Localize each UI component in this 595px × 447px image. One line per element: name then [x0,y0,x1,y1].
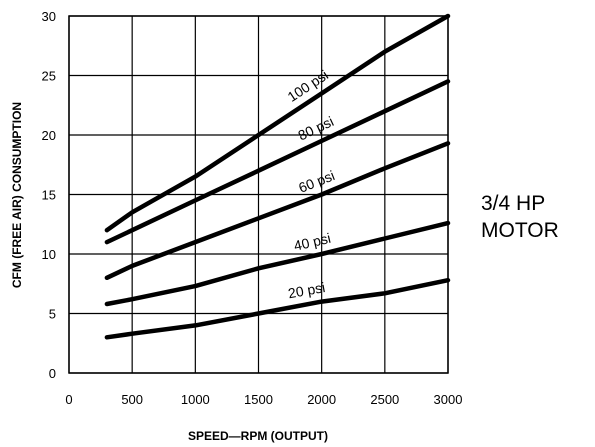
series-line-20-psi [104,277,451,340]
y-tick-label: 25 [42,69,56,84]
y-axis-title: CFM (FREE AIR) CONSUMPTION [10,102,24,288]
x-axis-ticks: 0 500 1000 1500 2000 2500 3000 [65,392,462,407]
motor-label-line1: 3/4 HP [481,192,545,215]
series-line-40-psi [104,220,451,307]
series-line-100-psi [104,13,451,233]
y-tick-label: 10 [42,247,56,262]
series-group [104,13,451,340]
series-line-60-psi [104,141,451,281]
y-axis-ticks: 0 5 10 15 20 25 30 [42,9,56,381]
x-tick-label: 2500 [370,392,399,407]
y-tick-label: 15 [42,188,56,203]
y-tick-label: 5 [49,307,56,322]
series-label: 20 psi [287,279,327,301]
x-tick-label: 500 [121,392,143,407]
series-line-80-psi [104,79,451,245]
x-tick-label: 1500 [244,392,273,407]
x-tick-label: 2000 [307,392,336,407]
x-tick-label: 0 [65,392,72,407]
x-tick-label: 3000 [434,392,463,407]
y-tick-label: 0 [49,366,56,381]
grid [68,15,449,374]
series-label: 100 psi [284,67,331,105]
y-tick-label: 20 [42,128,56,143]
x-axis-title: SPEED—RPM (OUTPUT) [188,429,328,443]
plot-frame [68,15,449,374]
motor-label-line2: MOTOR [481,219,559,242]
series-label: 40 psi [292,230,332,254]
y-tick-label: 30 [42,9,56,24]
x-tick-label: 1000 [181,392,210,407]
